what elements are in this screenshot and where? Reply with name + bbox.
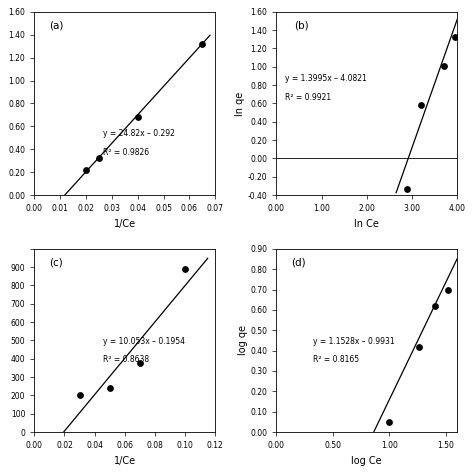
Text: y = 10.053x – 0.1954: y = 10.053x – 0.1954 (103, 337, 185, 346)
Point (181, 265, 189, 273)
Point (76, 391, 83, 398)
Point (415, 343, 422, 350)
X-axis label: 1/Ce: 1/Ce (114, 219, 136, 228)
Text: R² = 0.8165: R² = 0.8165 (312, 356, 359, 365)
Text: y = 1.1528x – 0.9931: y = 1.1528x – 0.9931 (312, 337, 394, 346)
X-axis label: ln Ce: ln Ce (355, 219, 379, 228)
Y-axis label: log qe: log qe (237, 326, 247, 356)
Text: (d): (d) (291, 258, 305, 268)
Point (451, 33, 459, 40)
Point (444, 286, 452, 293)
Text: y = 24.82x – 0.292: y = 24.82x – 0.292 (103, 129, 175, 138)
Point (82, 166, 90, 173)
Point (136, 360, 144, 367)
Text: R² = 0.9826: R² = 0.9826 (103, 148, 149, 157)
Point (134, 113, 141, 121)
Point (95, 155, 103, 162)
X-axis label: log Ce: log Ce (351, 456, 382, 465)
Point (404, 185, 411, 192)
Text: (b): (b) (294, 21, 309, 31)
Point (199, 40, 206, 48)
Y-axis label: ln qe: ln qe (235, 91, 245, 116)
X-axis label: 1/Ce: 1/Ce (114, 456, 136, 465)
Text: (c): (c) (49, 258, 63, 268)
Point (106, 384, 113, 392)
Text: y = 1.3995x – 4.0821: y = 1.3995x – 4.0821 (285, 74, 367, 83)
Point (417, 101, 425, 109)
Text: R² = 0.8638: R² = 0.8638 (103, 356, 149, 365)
Point (440, 62, 447, 70)
Point (431, 302, 438, 310)
Text: R² = 0.9921: R² = 0.9921 (285, 93, 331, 102)
Text: (a): (a) (49, 21, 63, 31)
Point (385, 418, 393, 426)
